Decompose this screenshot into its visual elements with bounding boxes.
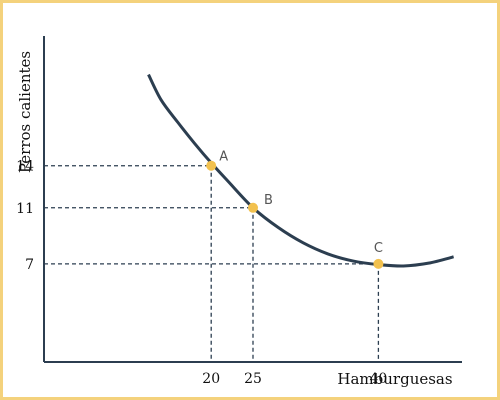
y-axis-label: Perros calientes: [16, 51, 34, 173]
point-c: [373, 258, 384, 269]
x-tick-label: 25: [244, 371, 262, 387]
guide-lines: [44, 165, 380, 362]
x-tick-label: 40: [369, 371, 387, 387]
point-b: [248, 202, 258, 213]
y-tick-label: 14: [16, 159, 34, 175]
data-points: A B C: [206, 150, 384, 269]
y-tick-label: 7: [25, 257, 34, 273]
point-a: [206, 160, 217, 171]
y-tick-label: 11: [16, 201, 34, 217]
x-axis-label: Hamburguesas: [337, 370, 452, 388]
point-label-c: C: [374, 241, 383, 256]
x-tick-label: 20: [202, 371, 220, 387]
point-label-b: B: [264, 193, 273, 208]
axes: [43, 36, 462, 363]
tick-labels: 20 25 40 14 11 7: [16, 159, 387, 387]
indifference-curve: [147, 73, 455, 268]
point-label-a: A: [219, 150, 228, 165]
